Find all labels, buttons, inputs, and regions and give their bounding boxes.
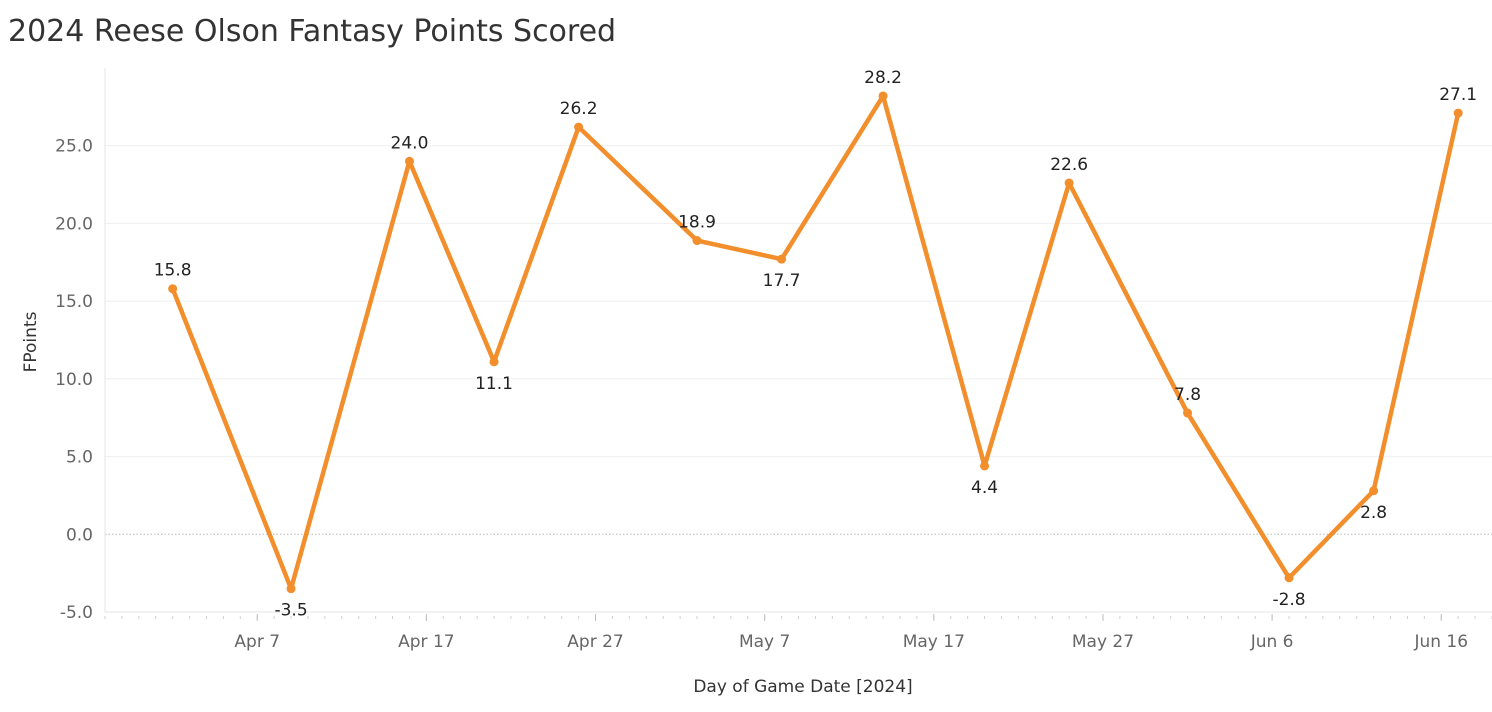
data-point <box>1369 486 1379 496</box>
data-label: -3.5 <box>274 601 307 621</box>
data-label: 26.2 <box>560 99 598 119</box>
data-point <box>286 584 296 594</box>
data-point <box>1183 408 1193 418</box>
y-tick-label: 20.0 <box>55 214 93 234</box>
x-tick-label: Jun 16 <box>1413 632 1468 652</box>
y-tick-label: 15.0 <box>55 292 93 312</box>
series-layer <box>168 91 1463 594</box>
chart-title: 2024 Reese Olson Fantasy Points Scored <box>8 14 617 49</box>
x-tick-label: May 17 <box>903 632 965 652</box>
y-axis-ticks: -5.0 0.0 5.0 10.0 15.0 20.0 25.0 <box>55 137 93 623</box>
y-tick-label: -5.0 <box>60 603 93 623</box>
data-label: 17.7 <box>763 271 801 291</box>
data-point <box>574 122 584 132</box>
data-point <box>404 156 414 166</box>
data-point <box>980 461 990 471</box>
grid-layer <box>105 145 1492 613</box>
data-point <box>692 236 702 246</box>
data-label: 28.2 <box>864 68 902 88</box>
x-tick-label: May 27 <box>1072 632 1134 652</box>
data-point <box>1064 178 1074 188</box>
x-tick-label: May 7 <box>739 632 790 652</box>
x-tick-label: Apr 17 <box>398 632 454 652</box>
x-tick-label: Apr 7 <box>234 632 280 652</box>
series-line <box>170 93 1461 591</box>
x-axis-title: Day of Game Date [2024] <box>693 677 912 697</box>
data-point <box>777 254 787 264</box>
data-label: 15.8 <box>154 261 192 281</box>
y-tick-label: 10.0 <box>55 370 93 390</box>
data-label: 4.4 <box>971 478 998 498</box>
x-tick-label: Jun 6 <box>1250 632 1294 652</box>
x-axis-ticks: Apr 7 Apr 17 Apr 27 May 7 May 17 May 27 Jun 6 J… <box>234 632 1468 652</box>
y-tick-label: 0.0 <box>66 525 93 545</box>
data-point <box>1284 573 1294 583</box>
y-tick-label: 25.0 <box>55 137 93 157</box>
data-point <box>878 91 888 101</box>
data-label: 7.8 <box>1174 385 1201 405</box>
data-label: 18.9 <box>678 213 716 233</box>
x-tick-label: Apr 27 <box>567 632 623 652</box>
data-label: 2.8 <box>1360 503 1387 523</box>
data-label: 11.1 <box>475 374 513 394</box>
axes-layer <box>104 68 1492 621</box>
data-point <box>1453 108 1463 118</box>
data-label: 27.1 <box>1439 85 1477 105</box>
data-labels-layer: 15.8 -3.5 24.0 11.1 26.2 18.9 17.7 28.2 4.4 22.6 7… <box>154 68 1477 621</box>
data-point <box>168 284 178 294</box>
data-point <box>489 357 499 367</box>
data-label: 22.6 <box>1050 155 1088 175</box>
y-tick-label: 5.0 <box>66 448 93 468</box>
data-label: -2.8 <box>1272 590 1305 610</box>
y-axis-title: FPoints <box>21 311 41 372</box>
data-label: 24.0 <box>391 133 429 153</box>
